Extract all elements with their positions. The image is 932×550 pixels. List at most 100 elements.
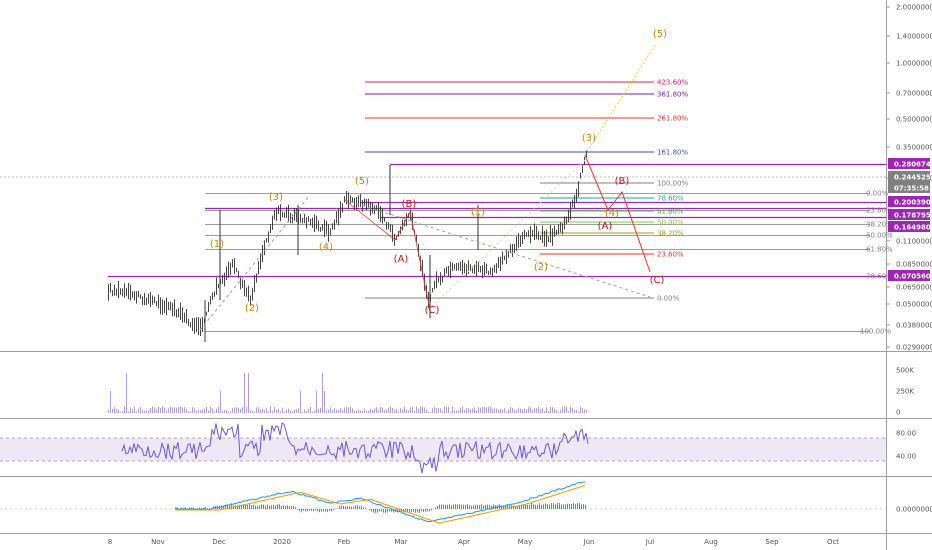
wave-labels: (1) (2) (3) (4) (5) (A) (B) (C) (1) (2) (3) (4) (5) (… [210, 29, 667, 316]
rsi-line [121, 422, 589, 474]
wave-label: (1) [471, 207, 485, 218]
price-tag: 0.24452535 [888, 171, 932, 182]
price-tag-bg [888, 171, 930, 182]
left-fib-label: 100.00% [860, 328, 891, 336]
macd-line [174, 481, 586, 522]
price-tag-bg [888, 209, 930, 220]
fib-label: 78.60% [657, 195, 684, 203]
fib-label: 50.00% [657, 219, 684, 227]
price-tag: 0.07056000 [888, 270, 932, 281]
wave-label: (5) [653, 29, 667, 40]
price-tag-bg [888, 221, 930, 232]
time-tick-label: Oct [827, 538, 839, 546]
time-tick-label: Dec [212, 538, 226, 546]
price-tag-label: 07:35:58 [894, 185, 929, 193]
time-tick-label: Feb [338, 538, 351, 546]
wave-label: (A) [394, 254, 409, 265]
price-tag-bg [888, 270, 930, 281]
wave-label: (3) [582, 133, 596, 144]
volume-bars [108, 373, 587, 413]
price-tag: 07:35:58 [888, 182, 930, 193]
left-fib-label: 78.60% [866, 273, 893, 281]
price-tick-label: 1.40000000 [896, 33, 932, 41]
fib-label: 161.80% [657, 149, 688, 157]
time-axis[interactable]: 8 Nov Dec 2020 Feb Mar Apr May Jun Jul Aug Sep Oct [108, 538, 840, 546]
time-tick-label: Jul [645, 538, 655, 546]
wave-label: (C) [425, 305, 440, 316]
price-tag-label: 0.24452535 [894, 174, 932, 182]
fib-label: 61.80% [657, 208, 684, 216]
time-tick-label: 2020 [273, 538, 291, 546]
left-fib-label: 23.60% [866, 207, 893, 215]
time-tick-label: Nov [151, 538, 165, 546]
wave-label: (B) [402, 199, 417, 210]
fib-label: 261.80% [657, 115, 688, 123]
time-tick-label: Aug [704, 538, 718, 546]
time-tick-label: 8 [108, 538, 112, 546]
wave-label: (B) [615, 176, 630, 187]
left-fib-label: 38.20% [866, 221, 893, 229]
price-tag-bg [888, 182, 930, 193]
fib-extension-lines [365, 81, 654, 299]
volume-tick-label: 500K [896, 367, 914, 375]
left-fib-label: 0.00% [866, 190, 889, 198]
time-tick-label: May [518, 538, 532, 546]
fib-label: 38.20% [657, 230, 684, 238]
fib-label: 0.00% [657, 295, 680, 303]
time-tick-label: Jun [583, 538, 595, 546]
signal-line [175, 484, 586, 524]
tag-lines [108, 163, 886, 278]
wave-label: (C) [650, 275, 665, 286]
price-tag-label: 0.20039099 [894, 199, 932, 207]
left-fib-label: 50.00% [866, 232, 893, 240]
wave-label: (2) [534, 262, 548, 273]
wave-label: (A) [598, 221, 613, 232]
fib-label: 100.00% [657, 180, 688, 188]
price-tag: 0.17879573 [888, 209, 932, 220]
price-tag-label: 0.28067420 [894, 161, 932, 169]
price-tag: 0.28067420 [888, 158, 932, 169]
volume-tick-label: 250K [896, 388, 914, 396]
left-fib-labels: 0.00% 23.60% 38.20% 50.00% 61.80% 78.60% 100.0… [860, 190, 893, 336]
time-tick-label: Sep [765, 538, 779, 546]
price-tag-label: 0.16498018 [894, 224, 932, 232]
rsi-tick-label: 80.00 [896, 430, 916, 438]
left-fib-label: 61.80% [866, 246, 893, 254]
wave-label: (2) [245, 303, 259, 314]
time-tick-label: Mar [394, 538, 407, 546]
volume-tick-label: 0 [896, 409, 900, 417]
time-tick-label: Apr [458, 538, 470, 546]
price-tags: 0.28067420 0.24452535 07:35:58 0.20039099 0.… [888, 158, 932, 281]
rsi-tick-label: 40.00 [896, 453, 916, 461]
wave-label: (4) [319, 242, 333, 253]
wave-projection [199, 44, 656, 331]
price-tag-bg [888, 158, 930, 169]
wave-label: (5) [355, 176, 369, 187]
price-tag: 0.16498018 [888, 221, 932, 232]
wave-label: (1) [210, 239, 224, 250]
fib-label: 23.60% [657, 251, 684, 259]
fib-label: 423.60% [657, 79, 688, 87]
wave-label: (3) [269, 192, 283, 203]
macd-histogram [175, 503, 586, 513]
price-tag-label: 0.17879573 [894, 212, 932, 220]
price-tag-label: 0.07056000 [894, 273, 932, 281]
price-candles [108, 150, 587, 342]
price-tag: 0.20039099 [888, 196, 932, 207]
wave-label: (4) [605, 208, 619, 219]
